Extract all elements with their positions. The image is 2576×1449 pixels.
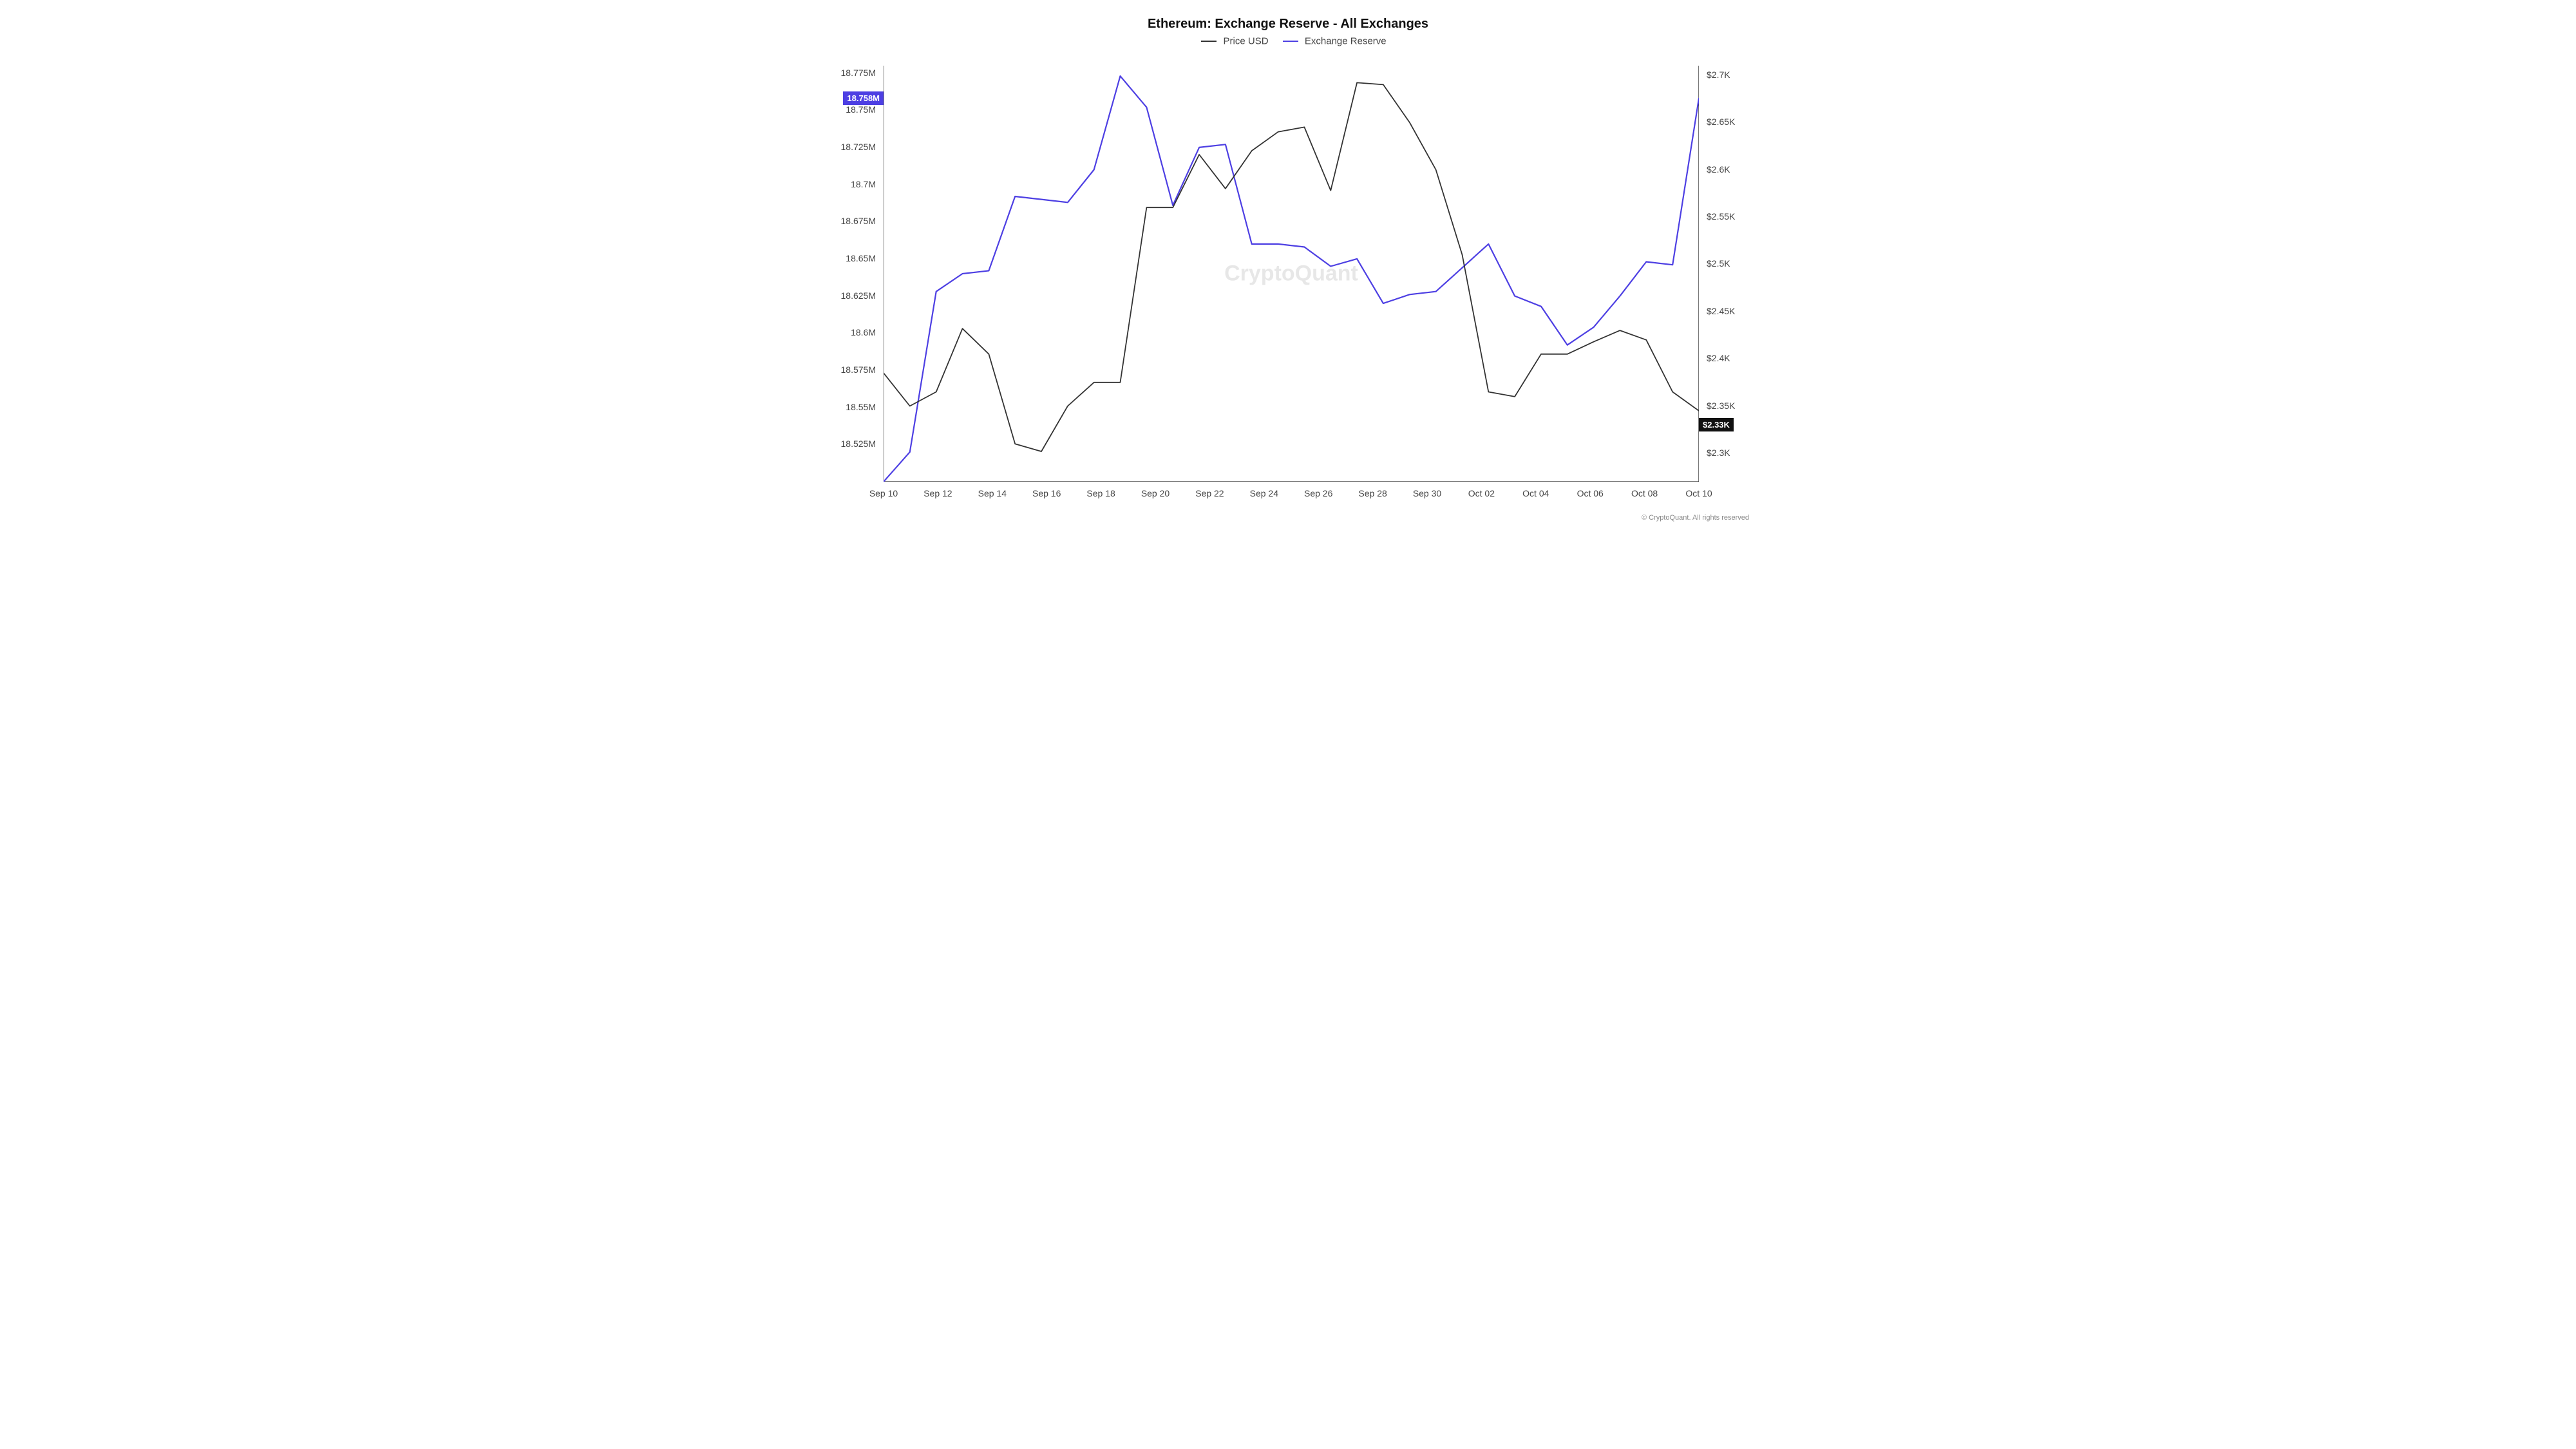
y-right-tick: $2.35K [1707,401,1735,411]
legend-swatch-reserve [1283,41,1298,42]
x-tick: Oct 04 [1522,488,1549,498]
x-tick: Sep 12 [923,488,952,498]
y-left-tick: 18.75M [819,104,876,115]
y-right-tick: $2.45K [1707,306,1735,316]
x-tick: Sep 18 [1086,488,1115,498]
x-tick: Sep 20 [1141,488,1170,498]
y-left-tick: 18.725M [819,142,876,152]
x-tick: Sep 26 [1304,488,1332,498]
y-left-tick: 18.625M [819,290,876,301]
y-left-tick: 18.525M [819,439,876,449]
x-tick: Sep 14 [978,488,1007,498]
legend-label-price: Price USD [1224,36,1269,47]
y-right-tick: $2.6K [1707,164,1730,175]
chart-title: Ethereum: Exchange Reserve - All Exchang… [819,0,1757,32]
y-left-tick: 18.55M [819,402,876,412]
x-tick: Sep 10 [869,488,898,498]
plot-area: CryptoQuant [884,66,1699,482]
y-right-tick: $2.3K [1707,448,1730,458]
y-right-tick: $2.55K [1707,211,1735,222]
right-axis-value-badge: $2.33K [1699,418,1734,431]
x-tick: Sep 16 [1032,488,1061,498]
x-tick: Sep 30 [1413,488,1441,498]
legend-label-reserve: Exchange Reserve [1305,36,1387,47]
legend-swatch-price [1201,41,1217,42]
y-left-tick: 18.7M [819,179,876,189]
y-left-tick: 18.675M [819,216,876,226]
x-tick: Sep 22 [1195,488,1224,498]
y-right-tick: $2.4K [1707,353,1730,363]
x-tick: Oct 08 [1631,488,1658,498]
y-right-tick: $2.65K [1707,117,1735,127]
y-left-tick: 18.6M [819,327,876,337]
x-tick: Sep 28 [1358,488,1387,498]
y-left-tick: 18.775M [819,68,876,78]
y-left-tick: 18.575M [819,365,876,375]
line-chart-svg [884,66,1699,482]
x-tick: Oct 10 [1685,488,1712,498]
copyright: © CryptoQuant. All rights reserved [1642,514,1749,522]
x-tick: Oct 06 [1577,488,1604,498]
left-axis-value-badge: 18.758M [843,91,884,105]
y-left-tick: 18.65M [819,253,876,263]
y-right-tick: $2.7K [1707,70,1730,80]
chart-container: Ethereum: Exchange Reserve - All Exchang… [819,0,1757,526]
chart-legend: Price USD Exchange Reserve [819,35,1757,47]
x-tick: Sep 24 [1250,488,1278,498]
x-tick: Oct 02 [1468,488,1495,498]
y-right-tick: $2.5K [1707,258,1730,269]
